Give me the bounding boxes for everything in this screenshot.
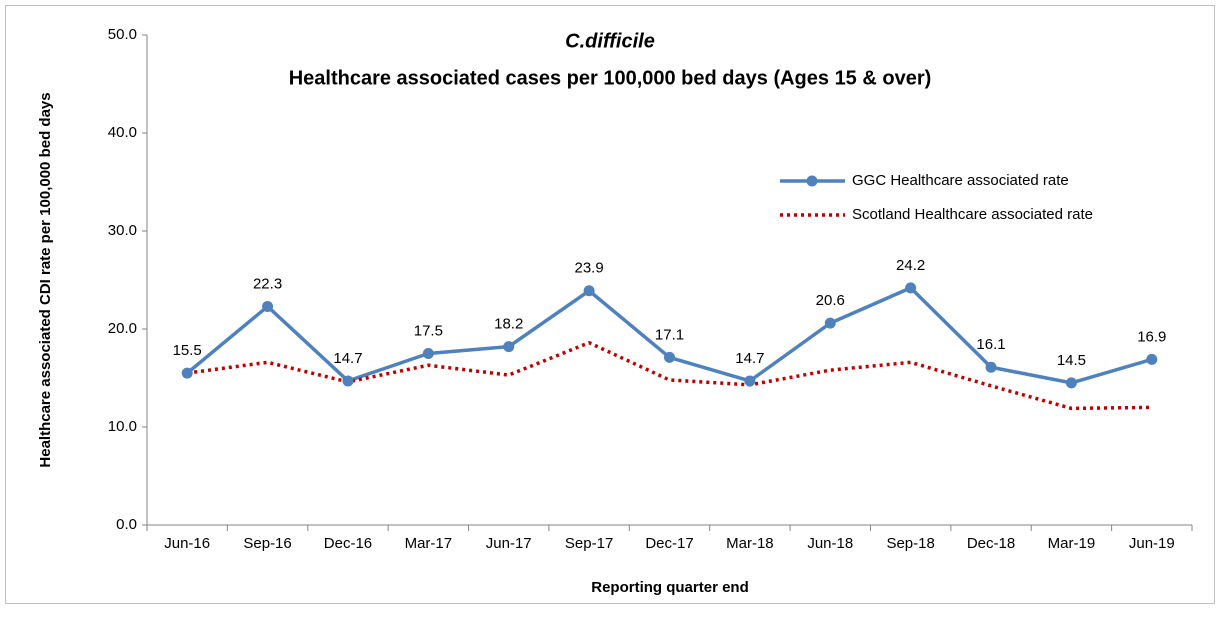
x-tick-label: Dec-18 <box>967 535 1015 552</box>
data-label: 18.2 <box>494 316 523 333</box>
marker <box>181 367 193 379</box>
x-tick-label: Mar-19 <box>1048 535 1096 552</box>
y-tick-label: 40.0 <box>108 124 137 141</box>
data-label: 15.5 <box>173 342 202 359</box>
data-label: 23.9 <box>575 260 604 277</box>
data-label: 17.1 <box>655 326 684 343</box>
data-label: 17.5 <box>414 322 443 339</box>
x-tick-label: Sep-16 <box>243 535 291 552</box>
y-axis-title: Healthcare associated CDI rate per 100,0… <box>37 92 54 467</box>
marker <box>583 285 595 297</box>
y-tick-label: 10.0 <box>108 418 137 435</box>
chart-subtitle: Healthcare associated cases per 100,000 … <box>289 67 932 89</box>
marker <box>503 341 515 353</box>
data-label: 14.5 <box>1057 352 1086 369</box>
x-tick-label: Mar-18 <box>726 535 774 552</box>
x-tick-label: Dec-16 <box>324 535 372 552</box>
marker <box>1146 353 1158 365</box>
x-tick-label: Sep-17 <box>565 535 613 552</box>
data-label: 20.6 <box>816 292 845 309</box>
x-tick-label: Jun-17 <box>486 535 532 552</box>
chart-border <box>5 5 1215 604</box>
marker <box>824 317 836 329</box>
x-tick-label: Jun-16 <box>164 535 210 552</box>
data-label: 14.7 <box>333 350 362 367</box>
y-tick-label: 20.0 <box>108 320 137 337</box>
x-tick-label: Mar-17 <box>405 535 453 552</box>
y-tick-label: 0.0 <box>116 516 137 533</box>
marker <box>664 351 675 363</box>
y-tick-label: 30.0 <box>108 222 137 239</box>
data-label: 22.3 <box>253 275 282 292</box>
marker <box>1065 377 1077 389</box>
y-tick-label: 50.0 <box>108 26 137 43</box>
x-tick-label: Jun-18 <box>807 535 853 552</box>
marker <box>422 348 434 359</box>
data-label: 16.1 <box>976 336 1005 353</box>
data-label: 24.2 <box>896 257 925 274</box>
x-tick-label: Dec-17 <box>645 535 693 552</box>
x-axis-title: Reporting quarter end <box>591 579 749 596</box>
marker <box>342 375 354 387</box>
marker <box>262 300 274 312</box>
legend-label: Scotland Healthcare associated rate <box>852 206 1093 223</box>
legend-label: GGC Healthcare associated rate <box>852 172 1069 189</box>
marker <box>905 282 917 294</box>
x-tick-label: Sep-18 <box>886 535 934 552</box>
marker <box>985 361 997 373</box>
chart-title: C.difficile <box>565 30 655 52</box>
x-tick-label: Jun-19 <box>1129 535 1175 552</box>
data-label: 16.9 <box>1137 328 1166 345</box>
marker <box>744 375 756 387</box>
legend-marker <box>806 175 818 187</box>
data-label: 14.7 <box>735 350 764 367</box>
